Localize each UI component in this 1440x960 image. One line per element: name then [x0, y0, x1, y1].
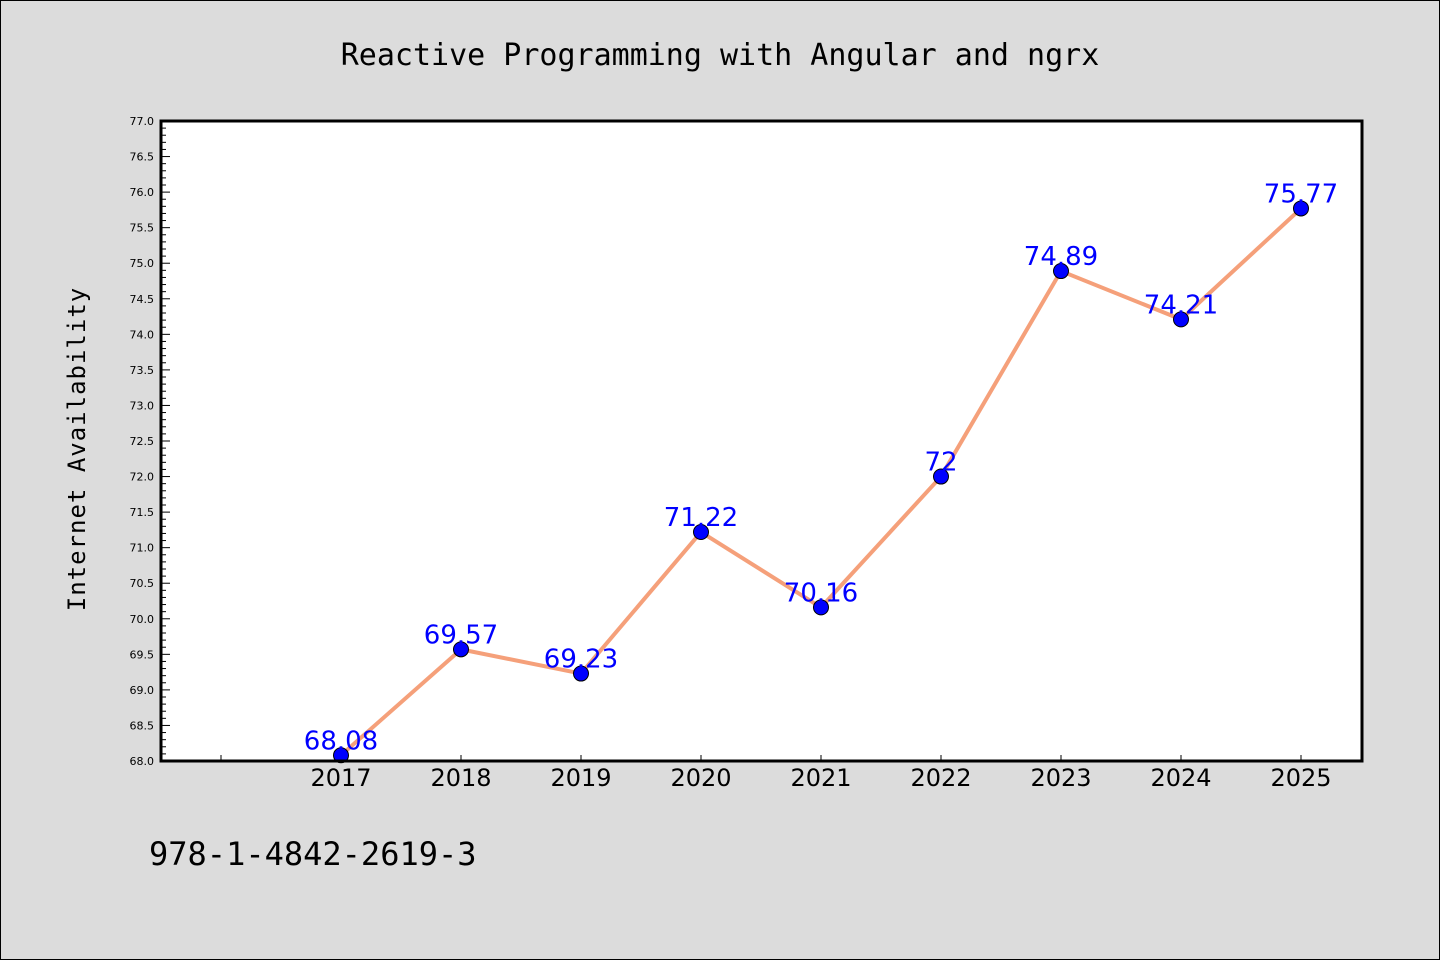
y-tick-label: 76.5: [130, 151, 155, 164]
data-point: [453, 641, 469, 658]
plot-border: [159, 119, 1364, 763]
data-point: [1173, 311, 1189, 328]
x-tick-label: 2025: [1270, 764, 1331, 792]
y-axis-label: Internet Availability: [63, 287, 91, 611]
x-tick-label: 2019: [550, 764, 611, 792]
y-tick-label: 74.5: [130, 293, 155, 306]
y-tick-label: 75.0: [130, 257, 155, 270]
y-tick-label: 72.0: [130, 471, 155, 484]
x-axis: 2017 2018 2019 2020 2021 2022 2023 2024 2025: [220, 755, 1332, 792]
y-tick-label: 72.5: [130, 435, 155, 448]
data-labels: 68.08 69.57 69.23 71.22 70.16 72 74.89 74.21 75.…: [304, 179, 1338, 756]
y-tick-label: 69.5: [130, 648, 155, 661]
data-point: [1053, 263, 1069, 280]
data-label: 74.89: [1024, 242, 1098, 272]
y-tick-label: 68.0: [130, 755, 155, 768]
y-tick-label: 75.5: [130, 222, 155, 235]
y-tick-label: 71.0: [130, 542, 155, 555]
data-point: [813, 599, 829, 616]
y-tick-label: 74.0: [130, 328, 155, 341]
data-point: [573, 665, 589, 682]
data-point: [333, 747, 349, 764]
y-tick-label: 73.0: [130, 399, 155, 412]
data-label: 74.21: [1144, 290, 1218, 320]
x-tick-label: 2021: [790, 764, 851, 792]
y-tick-label: 76.0: [130, 186, 155, 199]
y-tick-label: 71.5: [130, 506, 155, 519]
isbn-footer: 978-1-4842-2619-3: [149, 835, 477, 873]
y-tick-label: 73.5: [130, 364, 155, 377]
y-tick-label: 77.0: [130, 115, 155, 128]
data-label: 69.23: [544, 645, 618, 675]
y-tick-label: 70.0: [130, 613, 155, 626]
data-point: [933, 468, 949, 485]
x-tick-label: 2022: [910, 764, 971, 792]
series-group: [333, 200, 1309, 764]
x-tick-label: 2023: [1030, 764, 1091, 792]
data-point: [1293, 200, 1309, 217]
y-tick-label: 69.0: [130, 684, 155, 697]
data-point: [693, 524, 709, 541]
data-label: 70.16: [784, 578, 858, 608]
y-tick-label: 70.5: [130, 577, 155, 590]
data-label: 71.22: [664, 503, 738, 533]
y-tick-label: 68.5: [130, 719, 155, 732]
data-label: 68.08: [304, 726, 378, 756]
x-tick-label: 2024: [1150, 764, 1211, 792]
data-label: 69.57: [424, 620, 498, 650]
x-tick-label: 2017: [310, 764, 371, 792]
x-tick-label: 2020: [670, 764, 731, 792]
chart-title: Reactive Programming with Angular and ng…: [341, 38, 1100, 73]
data-label: 75.77: [1264, 179, 1338, 209]
plot-area: [161, 121, 1362, 761]
data-label: 72: [924, 448, 957, 478]
x-tick-label: 2018: [430, 764, 491, 792]
